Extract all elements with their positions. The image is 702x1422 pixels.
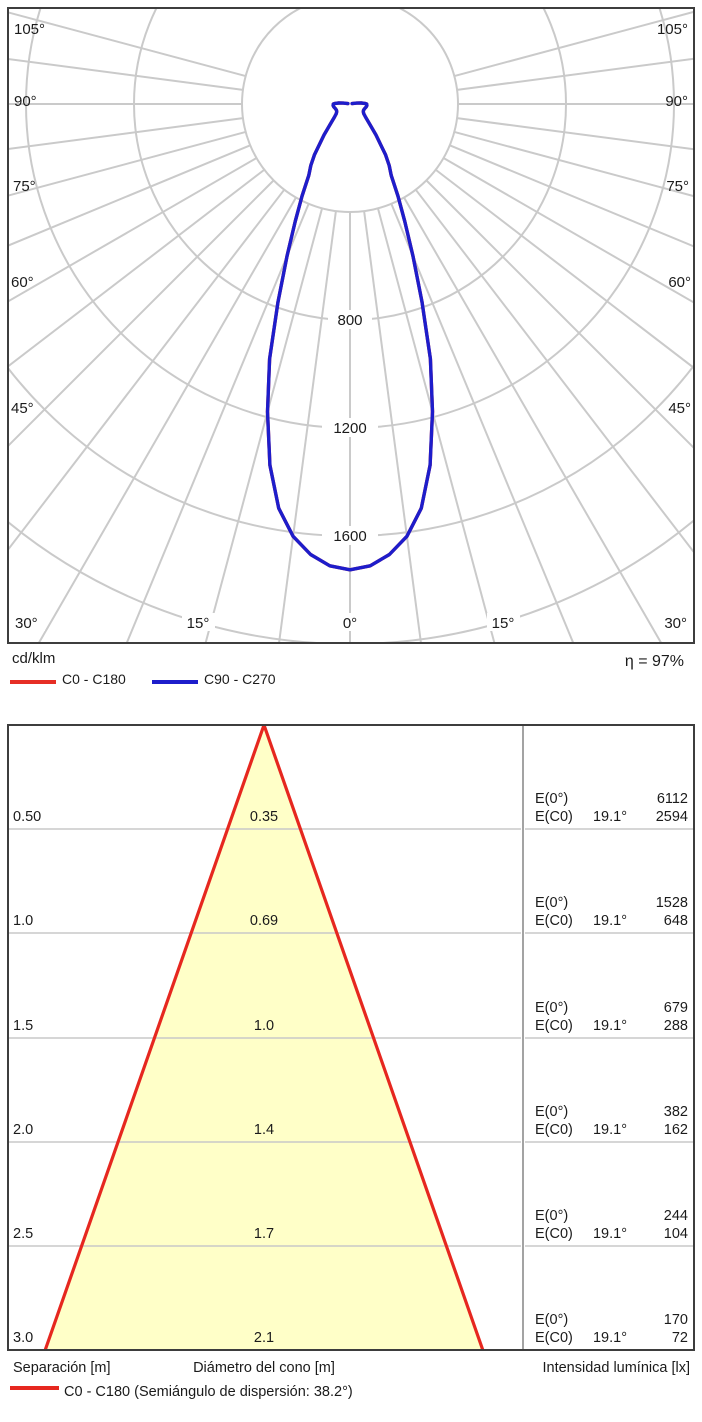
ring-label-1600: 1600 (333, 528, 366, 545)
beam-angle-value: 19.1° (593, 1226, 627, 1242)
c90-legend-label: C90 - C270 (204, 671, 276, 687)
ring-label-1200: 1200 (333, 420, 366, 437)
beam-angle-value: 19.1° (593, 809, 627, 825)
angle-label-bottom-15r: 15° (492, 615, 515, 632)
ec0-label: E(C0) (535, 809, 573, 825)
e0-value: 244 (664, 1208, 688, 1224)
e0-label: E(0°) (535, 1312, 568, 1328)
separation-value: 2.0 (13, 1122, 33, 1138)
separation-value: 1.5 (13, 1018, 33, 1034)
c90-c270-curve (265, 101, 435, 572)
efficiency-label: η = 97% (624, 653, 684, 670)
beam-angle-value: 19.1° (593, 913, 627, 929)
row-separators (9, 828, 693, 1247)
unit-label: cd/klm (12, 650, 56, 667)
e0-label: E(0°) (535, 895, 568, 911)
angle-label-left-105: 105° (14, 21, 45, 38)
e0-value: 6112 (657, 791, 688, 807)
c90-legend-swatch (152, 680, 198, 684)
footer-diameter-label: Diámetro del cono [m] (193, 1360, 335, 1376)
cone-diagram: 0.50 0.35 E(0°) 6112 E(C0) 19.1° 2594 1.… (7, 724, 695, 1376)
angle-label-right-90: 90° (665, 93, 688, 110)
diameter-value: 1.0 (254, 1018, 274, 1034)
angle-label-right-45: 45° (668, 400, 691, 417)
angle-label-right-30: 30° (664, 615, 687, 632)
footer-intensity-label: Intensidad lumínica [lx] (543, 1360, 691, 1376)
ec0-value: 648 (664, 913, 688, 929)
diameter-value: 1.4 (254, 1122, 274, 1138)
angle-label-bottom-15l: 15° (187, 615, 210, 632)
cone-edge-left (43, 724, 266, 1351)
e0-label: E(0°) (535, 791, 568, 807)
angle-label-right-105: 105° (657, 21, 688, 38)
label-knockouts (13, 310, 689, 631)
c0-legend-label: C0 - C180 (62, 671, 126, 687)
cone-legend-label: C0 - C180 (Semiángulo de dispersión: 38.… (64, 1384, 353, 1400)
ec0-value: 104 (664, 1226, 688, 1242)
ec0-label: E(C0) (535, 913, 573, 929)
ec0-value: 72 (672, 1330, 688, 1346)
polar-border (7, 7, 695, 644)
angle-label-left-90: 90° (14, 93, 37, 110)
ec0-value: 288 (664, 1018, 688, 1034)
e0-value: 1528 (656, 895, 688, 911)
e0-label: E(0°) (535, 1208, 568, 1224)
angle-label-left-75: 75° (13, 178, 36, 195)
angle-label-bottom-0: 0° (343, 615, 357, 632)
ec0-value: 2594 (656, 809, 688, 825)
e0-label: E(0°) (535, 1000, 568, 1016)
separation-value: 0.50 (13, 809, 41, 825)
ec0-label: E(C0) (535, 1018, 573, 1034)
ring-label-800: 800 (337, 312, 362, 329)
diameter-value: 2.1 (254, 1330, 274, 1346)
ec0-label: E(C0) (535, 1122, 573, 1138)
angle-label-right-60: 60° (668, 274, 691, 291)
e0-label: E(0°) (535, 1104, 568, 1120)
e0-value: 382 (664, 1104, 688, 1120)
ec0-value: 162 (664, 1122, 688, 1138)
beam-angle-value: 19.1° (593, 1122, 627, 1138)
angle-label-left-60: 60° (11, 274, 34, 291)
diameter-value: 1.7 (254, 1226, 274, 1242)
separation-value: 3.0 (13, 1330, 33, 1346)
separation-value: 1.0 (13, 913, 33, 929)
angle-label-right-75: 75° (666, 178, 689, 195)
angle-label-left-30: 30° (15, 615, 38, 632)
cone-legend-swatch (10, 1386, 59, 1390)
c0-legend-swatch (10, 680, 56, 684)
ec0-label: E(C0) (535, 1330, 573, 1346)
e0-value: 679 (664, 1000, 688, 1016)
e0-value: 170 (664, 1312, 688, 1328)
diameter-value: 0.69 (250, 913, 278, 929)
cone-edge-right (262, 724, 485, 1351)
cone-table-border (7, 724, 695, 1351)
ec0-label: E(C0) (535, 1226, 573, 1242)
polar-diagram: 800 1200 1600 105° 90° 75° 60° 45° 30° 1… (7, 7, 695, 644)
beam-angle-value: 19.1° (593, 1330, 627, 1346)
beam-angle-value: 19.1° (593, 1018, 627, 1034)
diameter-value: 0.35 (250, 809, 278, 825)
footer-separation-label: Separación [m] (13, 1360, 111, 1376)
separation-value: 2.5 (13, 1226, 33, 1242)
angle-label-left-45: 45° (11, 400, 34, 417)
